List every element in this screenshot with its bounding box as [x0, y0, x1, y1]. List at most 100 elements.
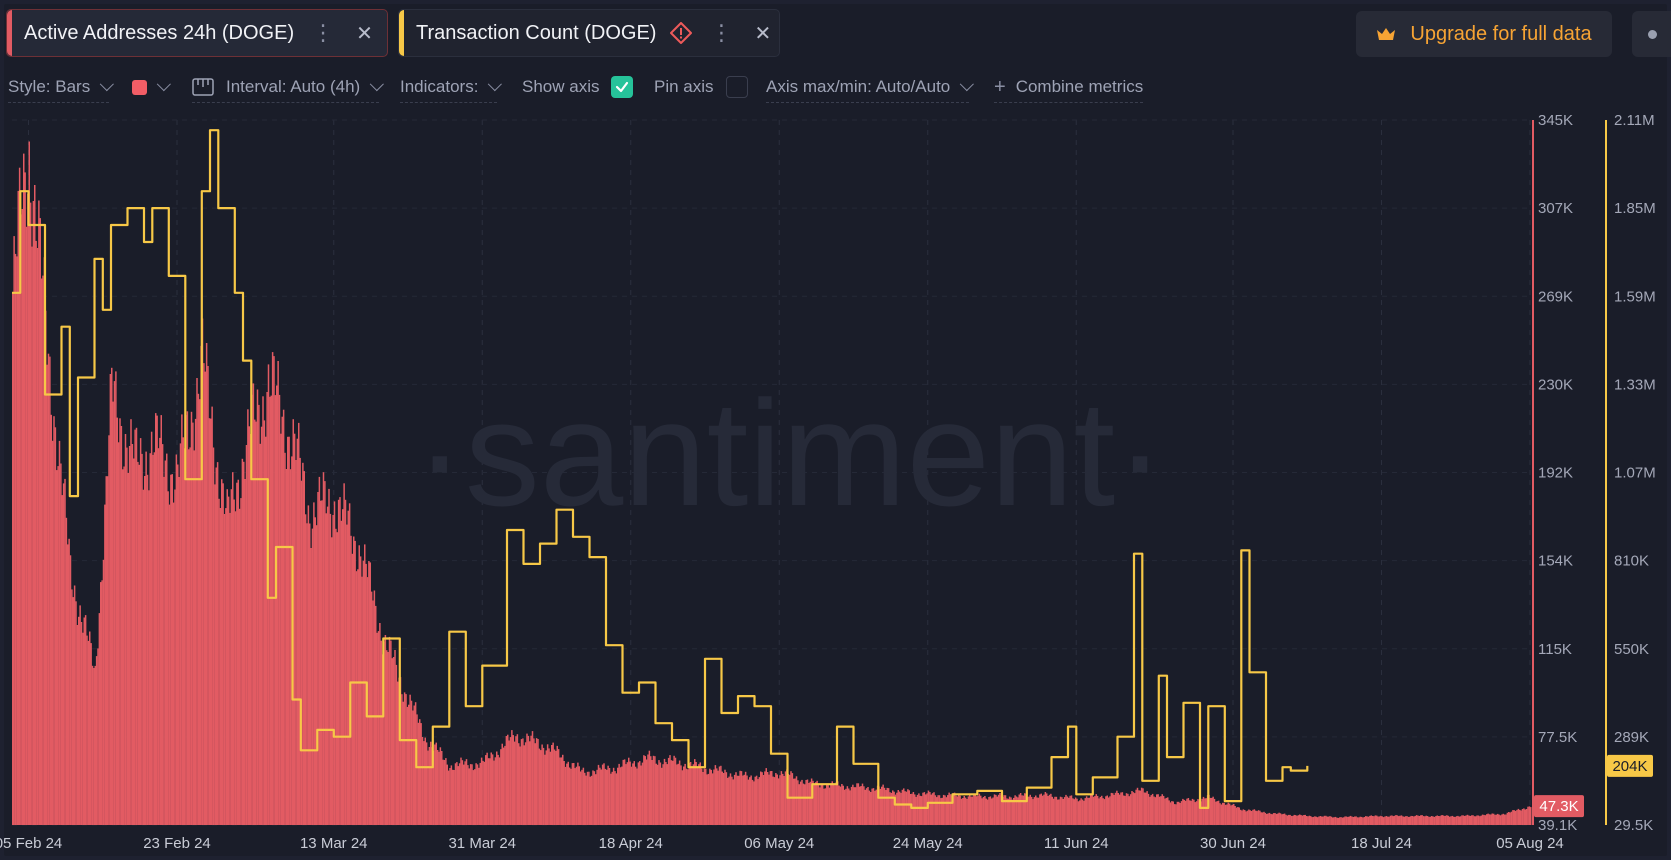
crown-icon	[1377, 28, 1396, 40]
bar	[944, 795, 946, 825]
transaction-count-line	[12, 129, 1309, 809]
bar	[658, 760, 660, 825]
bar	[544, 754, 546, 825]
bar	[249, 434, 252, 825]
bar	[306, 523, 308, 825]
bar	[465, 759, 468, 825]
combine-metrics-button[interactable]: + Combine metrics	[994, 72, 1144, 103]
bar	[1340, 817, 1342, 825]
bar	[146, 474, 149, 825]
bar	[1468, 815, 1470, 825]
santiment-watermark: ·santiment·	[415, 369, 1165, 537]
bar	[996, 796, 998, 825]
bar	[654, 756, 656, 825]
pin-axis-toggle[interactable]: Pin axis	[654, 72, 748, 102]
bar	[1164, 798, 1166, 825]
bar	[669, 755, 671, 825]
kebab-menu-icon[interactable]: ⋮	[710, 20, 733, 45]
bar	[1245, 811, 1247, 825]
bar	[1228, 803, 1231, 825]
bar	[475, 763, 477, 825]
bar	[1062, 799, 1064, 825]
bar	[427, 750, 429, 825]
bar	[716, 768, 718, 825]
bar	[1022, 795, 1025, 825]
bar	[42, 275, 44, 826]
metric-tab-transaction-count[interactable]: Transaction Count (DOGE) ⋮ ✕	[398, 9, 780, 57]
interval-dropdown[interactable]: Interval: Auto (4h)	[192, 72, 385, 103]
axis-maxmin-dropdown[interactable]: Axis max/min: Auto/Auto	[766, 72, 975, 103]
bar	[702, 772, 704, 825]
bar	[997, 794, 1000, 825]
bar	[1498, 814, 1500, 825]
show-axis-checkbox[interactable]	[611, 76, 634, 98]
bar	[376, 632, 378, 825]
bar	[302, 462, 304, 825]
transaction-count-current-value-text: 204K	[1612, 758, 1647, 775]
bar	[489, 758, 491, 825]
bar	[1380, 815, 1382, 825]
bar	[523, 745, 525, 825]
color-picker[interactable]	[132, 72, 171, 102]
bar	[339, 497, 341, 825]
bar	[408, 704, 410, 825]
indicators-dropdown[interactable]: Indicators:	[400, 72, 503, 103]
bar	[1200, 801, 1202, 825]
bar	[823, 788, 825, 825]
bar	[325, 513, 327, 825]
bar	[830, 784, 832, 825]
bar	[1330, 816, 1333, 825]
bar	[762, 775, 765, 825]
bar	[1179, 803, 1181, 825]
bar	[1448, 816, 1451, 825]
bar	[343, 483, 345, 825]
bar	[445, 758, 447, 825]
bar	[155, 413, 157, 825]
bar	[779, 775, 781, 825]
bar	[194, 418, 197, 825]
metric-tab-active-addresses[interactable]: Active Addresses 24h (DOGE) ⋮ ✕	[6, 9, 388, 57]
bar	[476, 764, 479, 825]
bar	[761, 772, 763, 825]
style-dropdown[interactable]: Style: Bars	[8, 72, 115, 103]
bar	[460, 757, 462, 825]
bar	[1398, 816, 1400, 825]
pin-axis-checkbox[interactable]	[725, 76, 748, 98]
active-addresses-current-value-text: 47.3K	[1539, 798, 1578, 815]
bar	[123, 466, 125, 825]
bar	[596, 769, 598, 825]
bar	[190, 411, 193, 825]
bar	[1101, 795, 1103, 825]
close-icon[interactable]: ✕	[754, 22, 772, 45]
bar	[274, 395, 277, 825]
bar	[728, 776, 730, 825]
bar	[502, 747, 505, 825]
kebab-menu-icon[interactable]: ⋮	[312, 20, 335, 45]
bar	[1088, 797, 1091, 825]
bar	[368, 561, 370, 825]
bar	[1354, 816, 1356, 825]
bar	[828, 787, 831, 825]
bar	[777, 778, 780, 825]
bar	[555, 750, 557, 825]
right-axis-tick: 1.33M	[1614, 376, 1656, 393]
interval-label: Interval: Auto (4h)	[226, 77, 361, 96]
bar	[247, 409, 249, 825]
bar	[260, 426, 263, 825]
close-icon[interactable]: ✕	[356, 22, 373, 45]
show-axis-toggle[interactable]: Show axis	[522, 72, 634, 102]
bar	[57, 466, 59, 825]
warning-icon[interactable]	[670, 22, 693, 44]
bar	[358, 545, 360, 825]
bar	[493, 760, 495, 825]
bar	[1013, 797, 1015, 825]
bar	[879, 788, 882, 825]
bar	[105, 476, 107, 825]
bar	[1260, 812, 1262, 825]
bar	[1231, 804, 1234, 825]
bar	[1241, 810, 1243, 825]
bar	[289, 469, 292, 825]
more-options-button[interactable]	[1632, 11, 1671, 57]
upgrade-button[interactable]: Upgrade for full data	[1356, 11, 1612, 57]
